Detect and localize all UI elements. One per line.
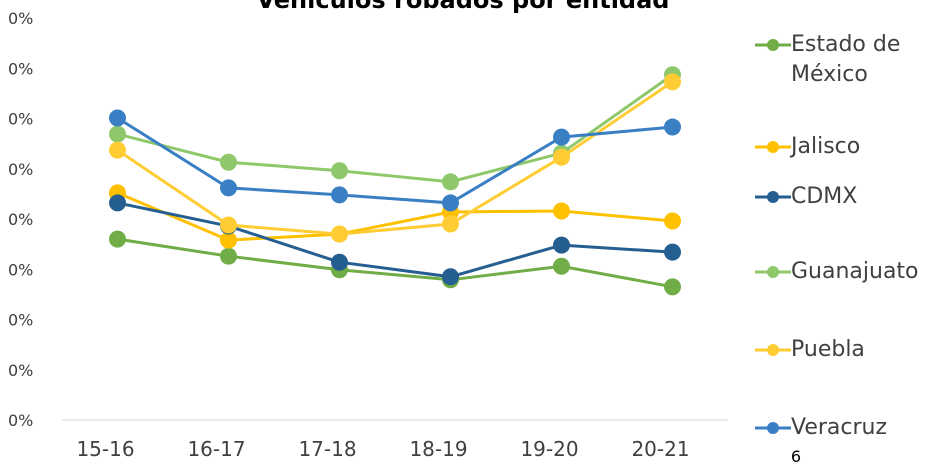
legend-marker xyxy=(755,141,791,153)
series-line xyxy=(116,80,674,236)
legend-dot xyxy=(767,39,779,51)
series-line xyxy=(117,201,673,279)
point xyxy=(442,215,459,233)
legend-dot xyxy=(767,266,779,278)
page-number: 6 xyxy=(791,447,801,466)
legend-label: CDMX xyxy=(791,184,858,209)
legend-marker xyxy=(755,344,791,356)
point xyxy=(109,194,126,212)
legend-dot xyxy=(767,141,779,153)
point xyxy=(331,253,348,271)
x-tick-label: 19-20 xyxy=(520,437,578,461)
point xyxy=(664,212,681,230)
point xyxy=(331,225,348,243)
y-tick-label: 0% xyxy=(8,411,33,430)
legend-dot xyxy=(767,344,779,356)
legend-marker xyxy=(755,39,791,51)
legend-marker xyxy=(755,422,791,434)
legend-item: Puebla xyxy=(755,335,930,365)
y-tick-label: 0% xyxy=(8,110,33,129)
point xyxy=(109,141,126,159)
legend-item: Estado de México xyxy=(755,30,930,90)
point xyxy=(220,153,237,171)
point xyxy=(220,231,237,249)
legend-dot xyxy=(767,191,779,203)
y-tick-label: 0% xyxy=(8,9,33,28)
point xyxy=(220,216,237,234)
series-line xyxy=(116,191,673,242)
x-tick-label: 17-18 xyxy=(298,437,356,461)
legend-dot xyxy=(767,422,779,434)
x-tick-label: 20-21 xyxy=(631,437,689,461)
point xyxy=(664,73,681,91)
y-tick-label: 0% xyxy=(8,59,33,78)
x-tick-label: 18-19 xyxy=(409,437,467,461)
point xyxy=(664,118,681,136)
legend-marker xyxy=(755,266,791,278)
point xyxy=(553,128,570,146)
point xyxy=(442,173,459,191)
legend-label: Veracruz xyxy=(791,415,888,440)
legend-label: Estado de México xyxy=(791,32,901,87)
series-line xyxy=(117,73,674,184)
legend-item: CDMX xyxy=(755,182,930,212)
point xyxy=(553,148,570,166)
point xyxy=(664,243,681,261)
y-tick-label: 0% xyxy=(8,361,33,380)
point xyxy=(553,202,570,220)
point xyxy=(442,268,459,286)
point xyxy=(553,236,570,254)
point xyxy=(109,230,126,248)
point xyxy=(331,162,348,180)
legend-marker xyxy=(755,191,791,203)
point xyxy=(331,186,348,204)
legend-label: Jalisco xyxy=(791,134,861,159)
point xyxy=(442,194,459,212)
point xyxy=(553,257,570,275)
legend-item: Jalisco xyxy=(755,132,930,162)
point xyxy=(109,109,126,127)
series-line xyxy=(116,116,673,205)
legend-label: Puebla xyxy=(791,337,865,362)
x-tick-label: 15-16 xyxy=(76,437,134,461)
y-tick-label: 0% xyxy=(8,311,33,330)
chart-title: Vehículos robados por entidad xyxy=(256,0,669,14)
y-tick-label: 0% xyxy=(8,160,33,179)
point xyxy=(220,179,237,197)
legend-item: Guanajuato xyxy=(755,257,930,287)
x-tick-label: 16-17 xyxy=(187,437,245,461)
legend-label: Guanajuato xyxy=(791,259,919,284)
y-tick-label: 0% xyxy=(8,210,33,229)
series-line xyxy=(117,237,673,289)
point xyxy=(664,278,681,296)
y-tick-label: 0% xyxy=(8,260,33,279)
point xyxy=(220,247,237,265)
legend-item: Veracruz xyxy=(755,413,930,443)
point xyxy=(109,125,126,143)
